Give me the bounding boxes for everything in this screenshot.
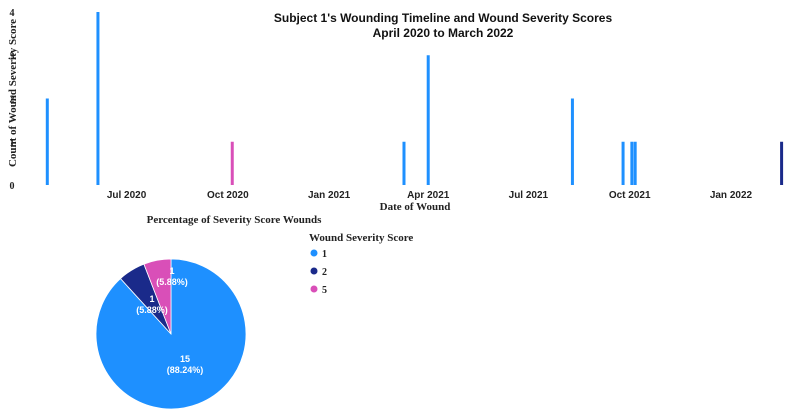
y-tick-label: 2	[10, 95, 15, 106]
y-tick-label: 3	[10, 51, 15, 62]
timeline-bar	[570, 98, 574, 185]
x-tick-label: Jul 2021	[509, 190, 549, 201]
legend-marker	[310, 285, 318, 293]
x-tick-label: Oct 2020	[207, 190, 249, 201]
legend: 1 2 5	[310, 249, 327, 296]
legend-label: 2	[322, 267, 327, 278]
pie-slice	[143, 258, 172, 335]
y-tick-label: 0	[10, 181, 15, 192]
pie-value-label: 1	[169, 266, 174, 276]
pie-value-label: 1	[149, 294, 154, 304]
legend-label: 1	[322, 249, 327, 260]
x-tick-label: Apr 2021	[407, 190, 450, 201]
y-tick-label: 4	[10, 8, 15, 19]
pie-chart: 15(88.24%)1(5.88%)1(5.88%)	[95, 258, 247, 410]
y-axis-label: Count of Wound Severity Score	[7, 19, 19, 167]
x-axis-label: Date of Wound	[380, 201, 451, 213]
pie-percent-label: (5.88%)	[156, 277, 188, 287]
y-tick-labels: 0 1 2 3 4	[10, 8, 15, 192]
timeline-bar	[230, 141, 234, 185]
x-tick-label: Jan 2022	[710, 190, 753, 201]
timeline-bar	[633, 141, 637, 185]
pie-percent-label: (5.88%)	[136, 305, 168, 315]
y-tick-label: 1	[10, 138, 15, 149]
pie-percent-label: (88.24%)	[167, 365, 204, 375]
timeline-bar	[621, 141, 625, 185]
pie-value-label: 15	[180, 354, 190, 364]
timeline-bar	[630, 141, 634, 185]
timeline-bar	[426, 55, 430, 185]
legend-marker	[310, 249, 318, 257]
legend-title: Wound Severity Score	[309, 232, 413, 244]
timeline-bars	[45, 12, 784, 185]
timeline-bar	[96, 12, 100, 185]
x-tick-label: Oct 2021	[609, 190, 651, 201]
legend-label: 5	[322, 285, 327, 296]
timeline-title: Subject 1's Wounding Timeline and Wound …	[274, 11, 613, 25]
pie-title: Percentage of Severity Score Wounds	[147, 214, 322, 226]
timeline-bar	[45, 98, 49, 185]
x-tick-label: Jul 2020	[107, 190, 147, 201]
x-tick-label: Jan 2021	[308, 190, 351, 201]
timeline-subtitle: April 2020 to March 2022	[373, 26, 514, 40]
timeline-bar	[780, 141, 784, 185]
x-tick-labels: Jul 2020 Oct 2020 Jan 2021 Apr 2021 Jul 2021…	[107, 190, 753, 201]
legend-marker	[310, 267, 318, 275]
timeline-bar	[402, 141, 406, 185]
